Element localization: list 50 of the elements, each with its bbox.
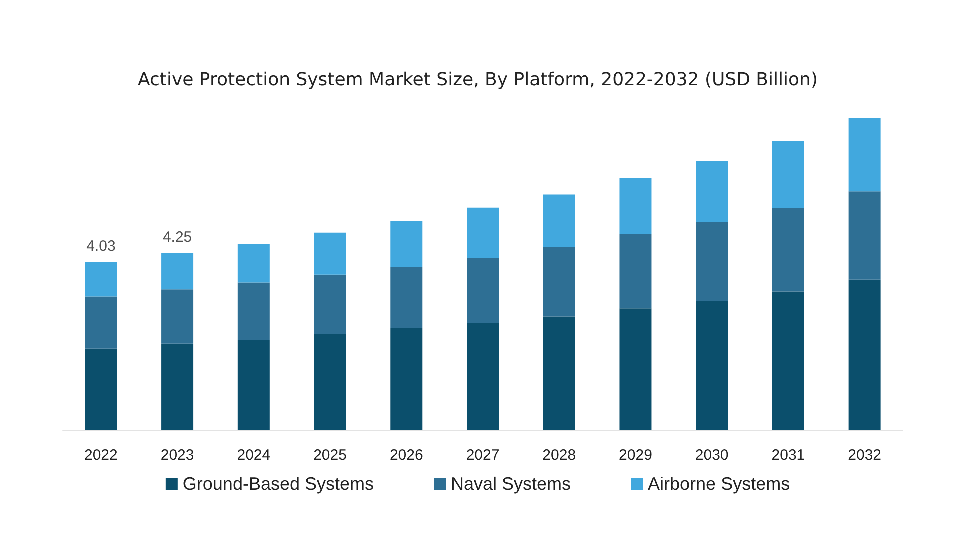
chart-title: Active Protection System Market Size, By Platform, 2022-2032 (USD Billion) [138,70,818,90]
bar [390,267,423,328]
bar [467,208,499,258]
x-tick-label: 2024 [237,447,271,464]
bar [85,348,118,430]
bar [848,118,881,192]
bar [848,280,881,430]
bar [314,274,346,334]
bar [772,141,804,208]
bar [543,247,576,317]
legend-label: Airborne Systems [648,474,790,494]
x-tick-label: 2031 [772,447,806,464]
bar [238,244,270,283]
bar [85,262,118,297]
bar [390,328,423,430]
x-tick-label: 2028 [542,447,576,464]
x-tick-label: 2027 [466,447,500,464]
bar [620,178,652,234]
bar [848,192,881,280]
bar [696,161,728,223]
x-tick-label: 2022 [84,447,118,464]
bar [162,344,194,430]
bar [543,194,576,248]
bar [543,316,576,430]
bar [467,258,499,323]
bar [772,208,804,292]
x-tick-label: 2030 [695,447,729,464]
x-tick-label: 2026 [390,447,424,464]
bar [238,282,270,340]
x-tick-label: 2025 [314,447,347,464]
bar [772,292,804,430]
annotation: 4.03 [86,238,116,256]
bar [390,221,423,268]
bar [85,296,118,349]
x-tick-label: 2023 [160,447,194,464]
bar [238,340,270,430]
annotation: 4.25 [162,229,192,246]
bar [314,334,346,430]
bar [162,253,194,290]
bar [696,301,728,430]
legend-label: Ground-Based Systems [182,474,374,494]
bar [620,308,652,430]
legend-label: Naval Systems [451,474,572,494]
bar [696,222,728,302]
bar [162,290,194,344]
bar [620,234,652,309]
x-tick-label: 2029 [619,447,652,464]
x-tick-label: 2032 [848,447,882,464]
bar [467,322,499,430]
bar [314,232,346,275]
